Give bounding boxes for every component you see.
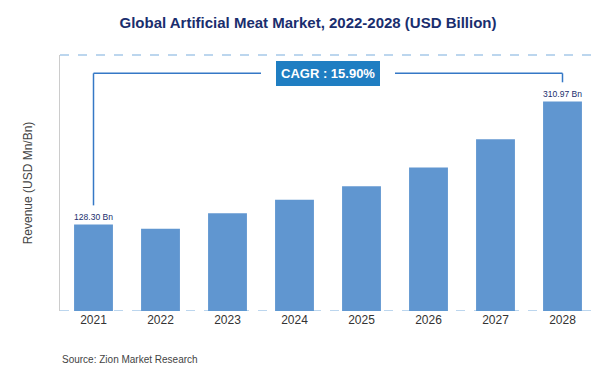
- svg-text:2022: 2022: [147, 313, 174, 327]
- svg-text:2027: 2027: [482, 313, 509, 327]
- svg-text:2025: 2025: [348, 313, 375, 327]
- svg-text:Source: Zion Market Research: Source: Zion Market Research: [62, 354, 198, 365]
- svg-text:2024: 2024: [281, 313, 308, 327]
- svg-text:Revenue (USD Mn/Bn): Revenue (USD Mn/Bn): [21, 122, 35, 245]
- svg-text:Global Artificial Meat Market,: Global Artificial Meat Market, 2022-2028…: [119, 14, 496, 31]
- svg-text:310.97 Bn: 310.97 Bn: [543, 89, 582, 99]
- svg-text:128.30 Bn: 128.30 Bn: [74, 212, 113, 222]
- svg-text:2023: 2023: [214, 313, 241, 327]
- svg-text:CAGR : 15.90%: CAGR : 15.90%: [281, 66, 375, 81]
- svg-text:2026: 2026: [415, 313, 442, 327]
- svg-text:2028: 2028: [549, 313, 576, 327]
- svg-text:2021: 2021: [80, 313, 107, 327]
